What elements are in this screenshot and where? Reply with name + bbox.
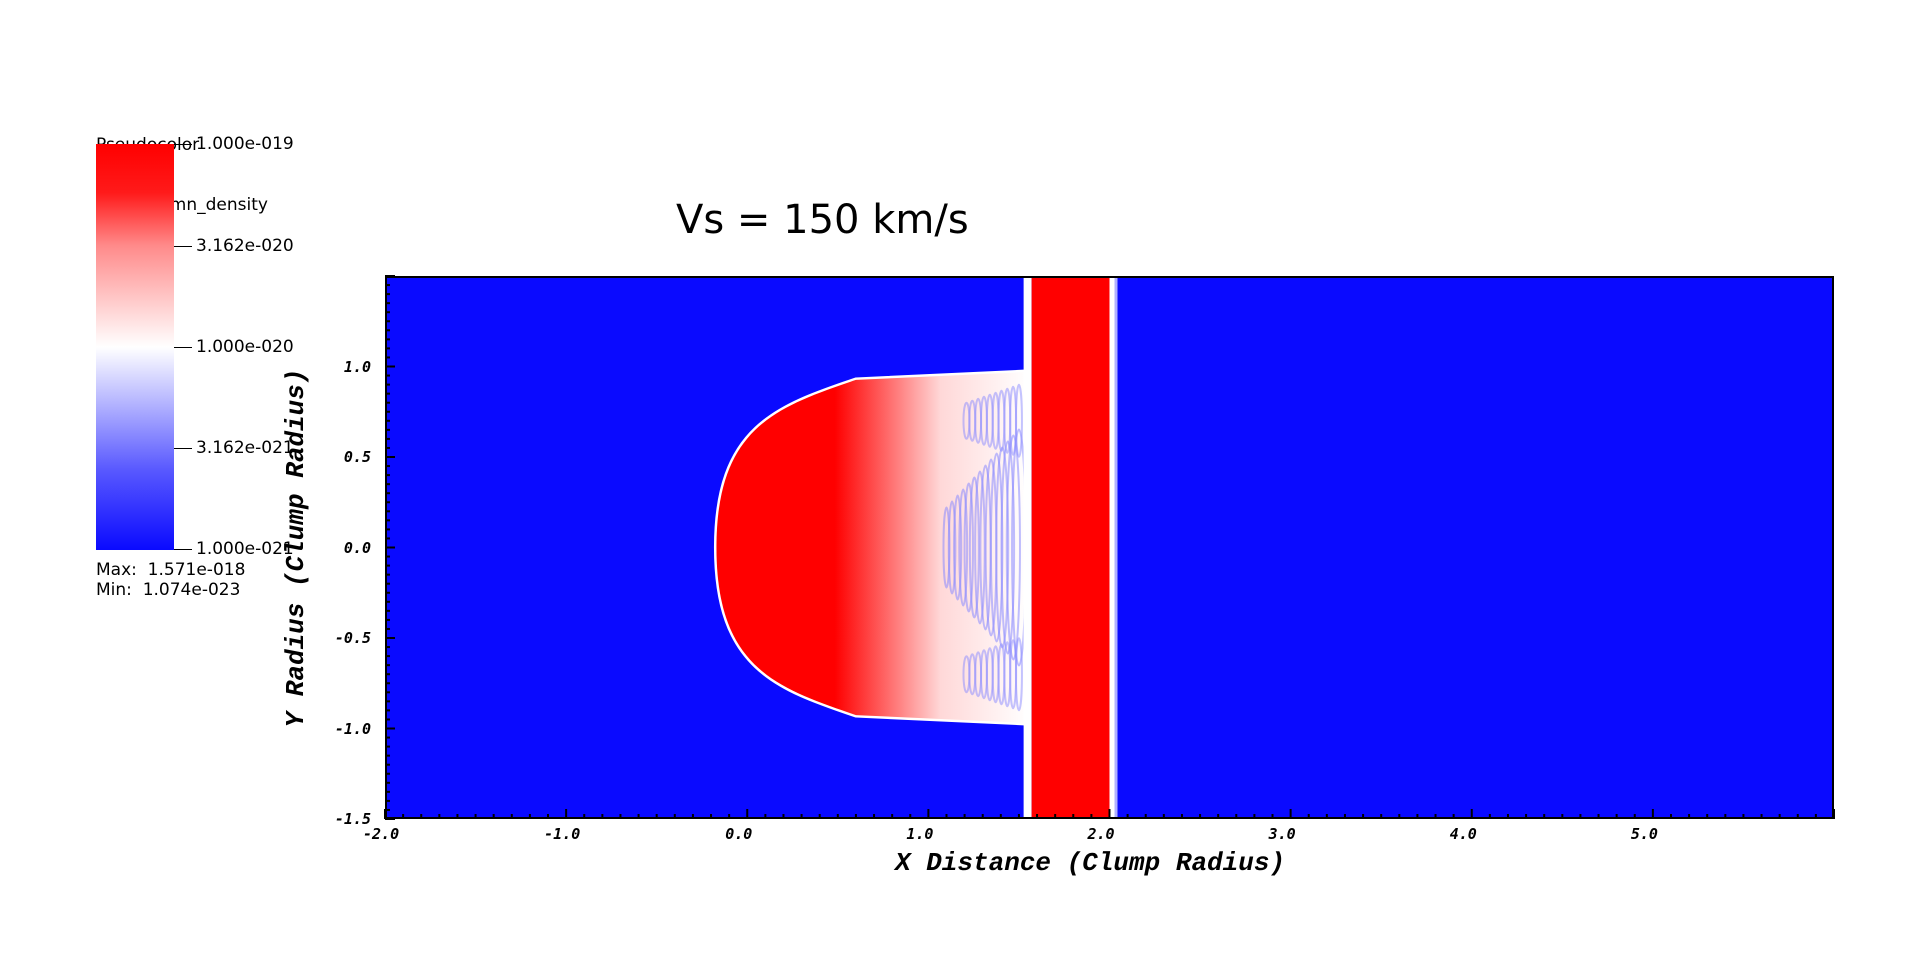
colorbar-tick	[174, 549, 192, 550]
shock-band-edge	[1109, 278, 1115, 817]
shock-band-edge	[1023, 278, 1032, 817]
colorbar	[96, 144, 174, 550]
legend-min: Min: 1.074e-023	[96, 580, 241, 600]
colorbar-label: 1.000e-020	[196, 337, 294, 357]
clump-body	[716, 371, 1028, 724]
colorbar-tick	[174, 347, 192, 348]
colorbar-label: 1.000e-019	[196, 134, 294, 154]
plot-area	[385, 276, 1834, 819]
ripple-ring	[963, 482, 974, 613]
x-tick-label: 0.0	[725, 825, 753, 843]
ripple-ring	[1005, 434, 1021, 661]
y-axis-label: Y Radius (Clump Radius)	[281, 368, 311, 728]
shock-band-edge	[1114, 278, 1118, 817]
colorbar-label: 1.000e-021	[196, 539, 294, 559]
y-tick-label: -1.5	[334, 810, 371, 828]
x-tick-label: 5.0	[1630, 825, 1658, 843]
x-tick-label: -2.0	[363, 825, 400, 843]
y-tick-label: 1.0	[343, 357, 371, 376]
x-tick-label: -1.0	[544, 825, 581, 843]
ripple-ring	[1000, 440, 1016, 655]
x-tick-label: 1.0	[906, 825, 934, 843]
y-tick-label: 0.5	[343, 448, 371, 466]
ripple-ring	[947, 500, 957, 595]
ripple-ring	[1014, 637, 1023, 712]
colorbar-tick	[174, 246, 192, 247]
colorbar-label: 3.162e-021	[196, 438, 294, 458]
ripple-ring	[953, 494, 963, 601]
y-tick-label: -0.5	[334, 629, 371, 647]
ripple-ring	[958, 488, 969, 607]
x-tick-label: 4.0	[1449, 825, 1477, 843]
colorbar-label: 3.162e-020	[196, 236, 294, 256]
density-field	[387, 278, 1832, 817]
y-tick-label: -1.0	[334, 719, 371, 738]
legend-max: Max: 1.571e-018	[96, 560, 246, 580]
plot-title: Vs = 150 km/s	[676, 197, 969, 243]
shock-band	[1031, 278, 1110, 817]
y-tick-label: 0.0	[343, 538, 371, 557]
colorbar-tick	[174, 144, 192, 145]
ripple-ring	[1014, 383, 1023, 458]
colorbar-tick	[174, 448, 192, 449]
x-tick-label: 3.0	[1268, 825, 1296, 843]
ripple-ring	[968, 476, 980, 619]
x-axis-label: X Distance (Clump Radius)	[895, 848, 1286, 878]
x-tick-label: 2.0	[1087, 825, 1115, 843]
